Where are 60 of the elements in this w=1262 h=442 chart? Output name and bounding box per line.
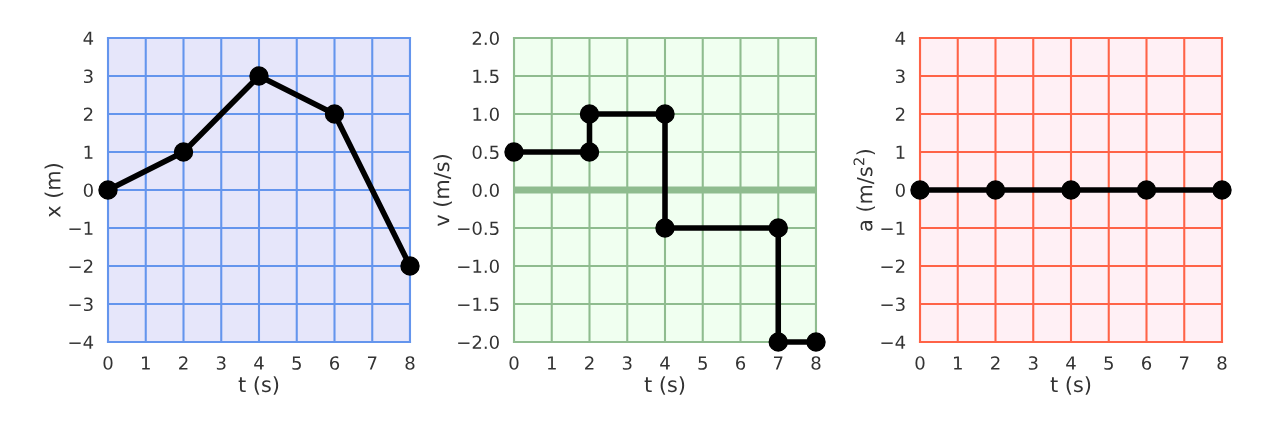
x-tick-label: 7: [773, 356, 783, 370]
y-tick-label: 1.0: [473, 107, 499, 122]
y-tick-label: 1: [84, 145, 93, 159]
y-tick-label: −2: [881, 259, 905, 273]
y-tick-label: 2: [83, 107, 93, 121]
x-tick-label: 6: [736, 356, 746, 370]
y-tick-label: 2: [895, 107, 905, 121]
x-tick-label: 6: [330, 356, 340, 370]
x-tick-label: 8: [405, 356, 415, 370]
x-tick-label: 1: [547, 356, 556, 370]
x-tick-label: 4: [660, 356, 670, 370]
x-tick-label: 2: [585, 356, 594, 370]
x-tick-label: 8: [1217, 356, 1227, 370]
y-tick-label: 1.5: [473, 69, 499, 84]
x-tick-label: 0: [103, 356, 113, 370]
y-tick-label: −3: [69, 297, 93, 312]
x-tick-label: 1: [141, 356, 150, 370]
y-tick-label: 3: [84, 69, 93, 84]
y-tick-label: −2: [69, 259, 93, 273]
y-tick-label: 2.0: [472, 31, 499, 46]
x-tick-label: 0: [509, 356, 519, 370]
y-tick-label: 0.0: [472, 183, 499, 198]
x-axis-title: t (s): [644, 376, 685, 395]
x-tick-label: 7: [1179, 356, 1189, 370]
y-tick-label: 3: [896, 69, 905, 84]
x-tick-label: 4: [1066, 356, 1076, 370]
x-tick-label: 5: [292, 356, 301, 370]
x-tick-label: 5: [698, 356, 707, 370]
x-axis-title: t (s): [1050, 376, 1091, 395]
y-tick-label: 0.5: [472, 145, 499, 160]
y-tick-label: −1: [69, 221, 93, 235]
x-tick-label: 1: [953, 356, 962, 370]
y-tick-label: 4: [83, 31, 94, 45]
y-axis-title: v (m/s): [433, 155, 452, 227]
x-tick-label: 4: [254, 356, 264, 370]
y-tick-label: −2.0: [458, 335, 499, 350]
y-tick-label: −3: [881, 297, 905, 312]
x-tick-label: 3: [622, 356, 632, 370]
x-tick-label: 3: [1028, 356, 1038, 370]
x-tick-label: 2: [991, 356, 1000, 370]
x-tick-label: 3: [216, 356, 226, 370]
x-tick-label: 0: [915, 356, 925, 370]
y-tick-label: 0: [895, 183, 905, 198]
y-tick-label: 1: [896, 145, 905, 159]
y-tick-label: −4: [69, 335, 94, 349]
y-tick-label: −0.5: [458, 221, 499, 236]
y-tick-label: −1.0: [458, 259, 499, 274]
x-tick-label: 2: [179, 356, 188, 370]
y-axis-title: a (m/s$^{2}$): [853, 149, 875, 231]
y-axis-title: x (m): [44, 164, 64, 218]
x-axis-title: t (s): [238, 376, 279, 395]
y-tick-label: −1: [881, 221, 905, 235]
x-tick-label: 6: [1142, 356, 1152, 370]
y-tick-label: 0: [83, 183, 93, 198]
x-tick-label: 8: [811, 356, 821, 370]
x-tick-label: 7: [367, 356, 377, 370]
y-tick-label: 4: [895, 31, 906, 45]
y-tick-label: −4: [881, 335, 906, 349]
x-tick-label: 5: [1104, 356, 1113, 370]
y-tick-label: −1.5: [458, 297, 499, 312]
